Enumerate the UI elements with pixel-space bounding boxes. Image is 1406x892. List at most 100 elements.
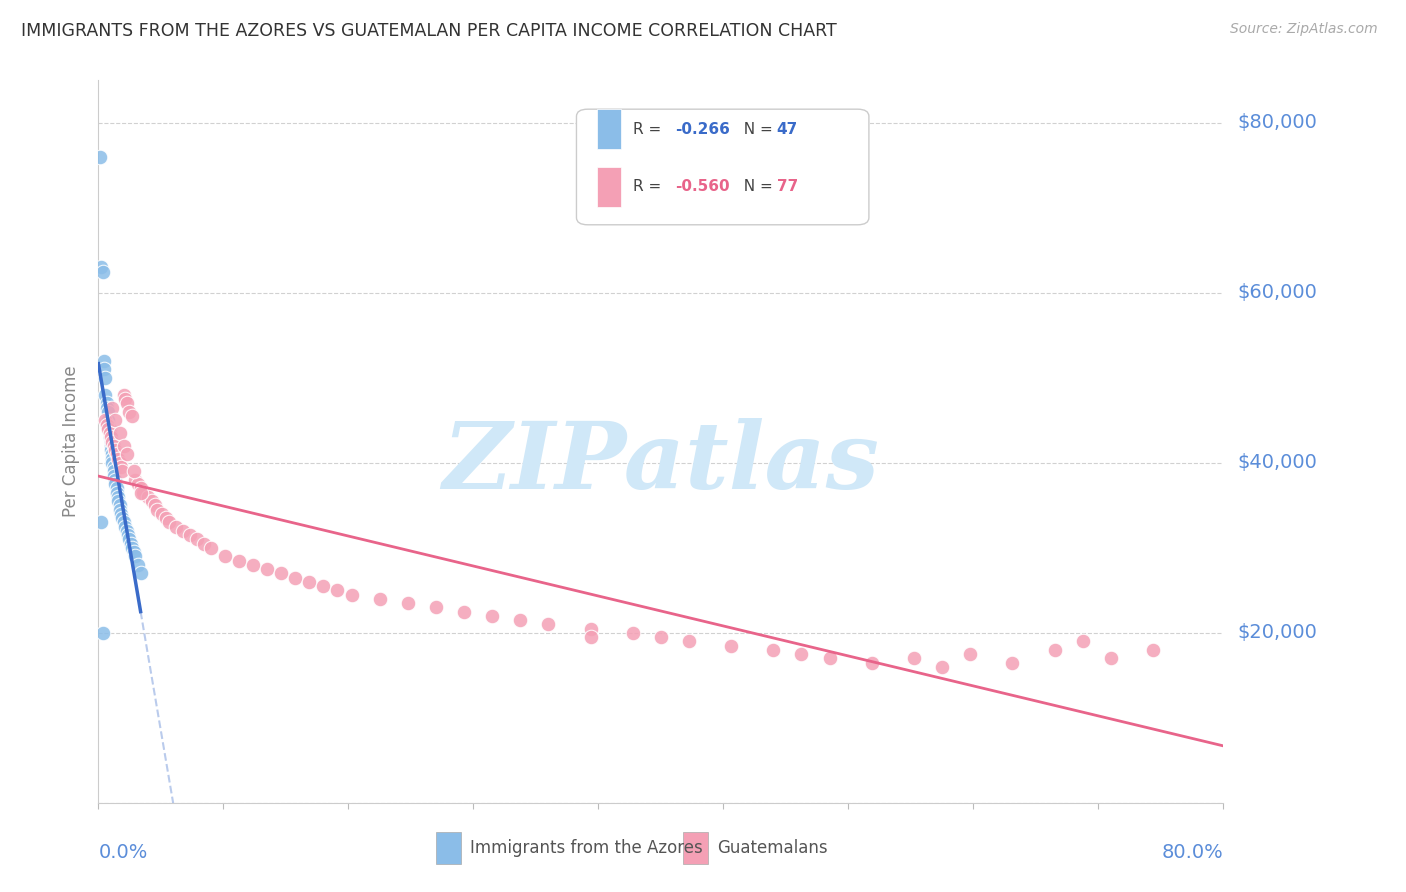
Point <box>105 447 128 461</box>
Point <box>103 464 125 478</box>
Point <box>108 502 131 516</box>
Point <box>104 413 127 427</box>
Y-axis label: Per Capita Income: Per Capita Income <box>62 366 80 517</box>
Point <box>111 511 134 525</box>
Point <box>818 651 841 665</box>
Point <box>118 533 141 547</box>
Point <box>396 596 419 610</box>
Point <box>650 630 672 644</box>
Point <box>1099 651 1122 665</box>
Point <box>579 622 602 636</box>
Point <box>425 600 447 615</box>
Point <box>91 625 114 640</box>
Point <box>284 570 307 584</box>
Point <box>959 647 981 661</box>
Point <box>165 519 187 533</box>
Text: 80.0%: 80.0% <box>1161 843 1223 862</box>
Point <box>101 434 124 449</box>
Point <box>110 460 132 475</box>
Point <box>256 562 278 576</box>
Point <box>312 579 335 593</box>
Point <box>146 502 169 516</box>
Text: Guatemalans: Guatemalans <box>717 839 828 857</box>
Point <box>104 443 127 458</box>
Point <box>103 439 125 453</box>
Point <box>122 545 145 559</box>
Point <box>1142 642 1164 657</box>
Text: R =: R = <box>633 121 666 136</box>
Point <box>537 617 560 632</box>
Point <box>101 401 124 415</box>
Point <box>453 605 475 619</box>
Text: ZIPatlas: ZIPatlas <box>443 418 879 508</box>
Point <box>114 392 136 406</box>
Point <box>621 625 644 640</box>
FancyBboxPatch shape <box>576 109 869 225</box>
Point <box>89 150 111 164</box>
Text: N =: N = <box>734 179 778 194</box>
Point <box>186 533 208 547</box>
Point <box>132 485 155 500</box>
Point <box>108 456 131 470</box>
Point <box>98 422 121 436</box>
Point <box>97 405 120 419</box>
Point <box>112 388 135 402</box>
Point <box>94 371 117 385</box>
Point <box>678 634 700 648</box>
Point <box>179 528 201 542</box>
Point <box>141 494 163 508</box>
Point <box>860 656 883 670</box>
Point <box>1043 642 1066 657</box>
Point <box>101 447 124 461</box>
Point <box>143 498 166 512</box>
Point <box>172 524 194 538</box>
Point <box>117 528 139 542</box>
Point <box>108 498 131 512</box>
Point <box>127 477 149 491</box>
Point <box>107 451 129 466</box>
Point <box>100 439 122 453</box>
Point <box>107 490 129 504</box>
Text: N =: N = <box>734 121 778 136</box>
Text: -0.560: -0.560 <box>675 179 730 194</box>
Point <box>93 362 115 376</box>
Point <box>115 447 138 461</box>
Point <box>200 541 222 555</box>
Point <box>100 430 122 444</box>
Point <box>115 396 138 410</box>
Point <box>98 430 121 444</box>
Point <box>579 630 602 644</box>
Text: $80,000: $80,000 <box>1237 113 1317 132</box>
Point <box>115 524 138 538</box>
Text: $20,000: $20,000 <box>1237 624 1317 642</box>
Point <box>112 516 135 530</box>
Text: 0.0%: 0.0% <box>98 843 148 862</box>
Point <box>762 642 785 657</box>
Text: $60,000: $60,000 <box>1237 284 1317 302</box>
Point <box>103 460 125 475</box>
Point <box>228 553 250 567</box>
Point <box>242 558 264 572</box>
Point <box>155 511 177 525</box>
Point <box>368 591 391 606</box>
Point <box>104 477 127 491</box>
Text: Immigrants from the Azores: Immigrants from the Azores <box>470 839 703 857</box>
Bar <box>596 109 621 149</box>
Text: 47: 47 <box>776 121 799 136</box>
Point <box>101 456 124 470</box>
Bar <box>436 831 461 864</box>
Point <box>98 425 121 440</box>
Point <box>127 558 149 572</box>
Point <box>120 536 142 550</box>
Point <box>124 473 146 487</box>
Point <box>121 409 143 423</box>
Point <box>118 405 141 419</box>
Point <box>103 468 125 483</box>
Point <box>112 439 135 453</box>
Point <box>129 566 152 581</box>
Point <box>107 494 129 508</box>
Point <box>903 651 925 665</box>
Point <box>326 583 349 598</box>
Point <box>340 588 363 602</box>
Point <box>122 464 145 478</box>
